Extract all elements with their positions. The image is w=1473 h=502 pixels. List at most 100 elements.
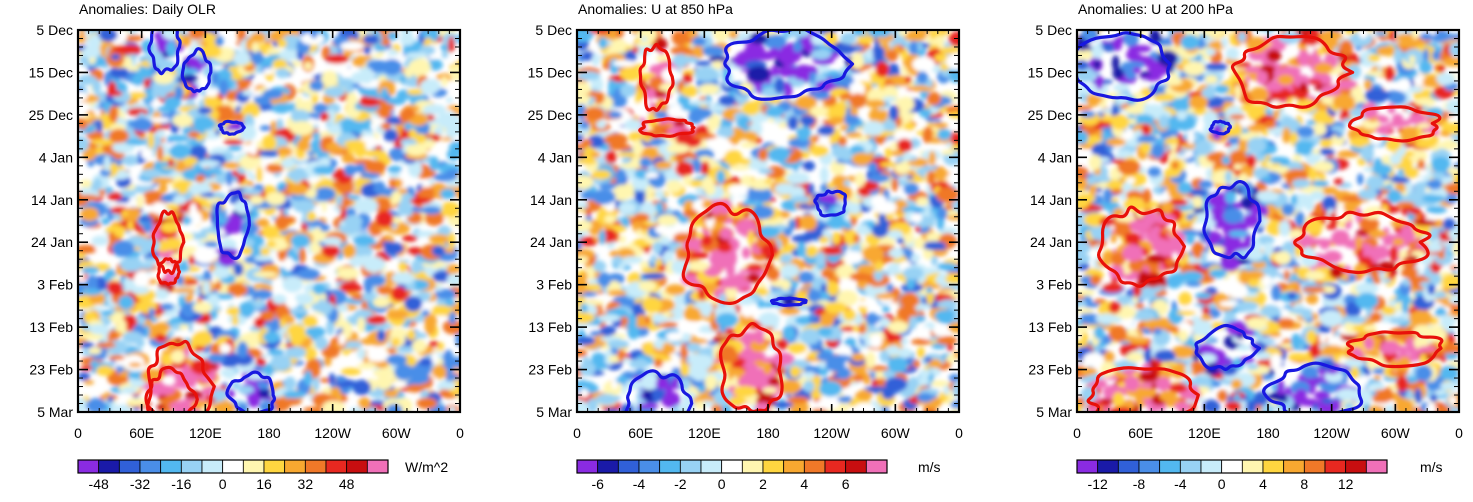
field-cell: [765, 179, 773, 184]
field-cell: [903, 152, 912, 162]
field-cell: [609, 111, 623, 119]
field-cell: [716, 170, 725, 184]
field-cell: [80, 179, 92, 188]
field-cell: [642, 273, 665, 280]
field-cell: [701, 161, 710, 175]
field-cell: [843, 310, 856, 321]
field-cell: [852, 153, 872, 166]
field-cell: [340, 282, 360, 293]
field-cell: [407, 330, 415, 341]
field-cell: [340, 42, 364, 51]
field-cell: [654, 190, 664, 198]
field-cell: [241, 189, 263, 195]
field-cell: [282, 276, 303, 292]
field-cell: [888, 75, 905, 81]
field-cell: [406, 206, 413, 217]
field-cell: [384, 390, 399, 398]
field-cell: [611, 375, 618, 389]
field-cell: [202, 168, 223, 175]
field-cell: [788, 116, 799, 130]
field-cell: [596, 394, 618, 405]
field-cell: [712, 256, 727, 263]
colorbar-label: -48: [89, 476, 109, 492]
field-cell: [743, 351, 766, 359]
field-cell: [828, 117, 845, 125]
field-cell: [341, 118, 354, 134]
field-cell: [109, 355, 125, 360]
field-cell: [805, 245, 817, 257]
y-tick-label: 5 Dec: [36, 22, 73, 38]
colorbar-swatch: [763, 460, 784, 473]
field-cell: [844, 115, 860, 126]
field-cell: [701, 235, 712, 247]
field-cell: [236, 79, 252, 87]
field-cell: [798, 271, 814, 283]
field-cell: [443, 350, 454, 366]
field-cell: [364, 160, 386, 173]
field-cell: [886, 50, 898, 62]
field-cell: [108, 232, 115, 242]
field-cell: [386, 354, 407, 365]
field-cell: [744, 362, 751, 368]
field-cell: [222, 162, 241, 169]
field-cell: [344, 341, 363, 349]
field-cell: [228, 145, 243, 151]
y-tick-label: 5 Dec: [535, 22, 572, 38]
field-cell: [262, 226, 279, 240]
field-cell: [168, 330, 175, 337]
field-cell: [650, 254, 656, 264]
field-cell: [448, 53, 456, 64]
field-cell: [129, 362, 142, 367]
field-cell: [891, 178, 898, 191]
field-cell: [882, 307, 890, 313]
field-cell: [142, 220, 153, 232]
field-cell: [773, 117, 784, 123]
field-cell: [774, 78, 785, 94]
field-cell: [384, 129, 399, 142]
field-cell: [866, 352, 876, 369]
colorbar-swatch: [119, 460, 140, 473]
field-cell: [691, 355, 713, 369]
field-cell: [872, 224, 889, 238]
field-cell: [929, 211, 935, 227]
field-cell: [440, 202, 460, 218]
field-cell: [811, 49, 831, 60]
field-cell: [584, 107, 605, 121]
field-cell: [72, 37, 87, 42]
field-cell: [81, 288, 102, 295]
colorbar-label: 32: [298, 476, 314, 492]
field-cell: [400, 34, 415, 46]
colorbar-swatch: [598, 460, 619, 473]
field-cell: [112, 240, 135, 256]
field-cell: [341, 368, 361, 376]
field-cell: [449, 311, 456, 324]
field-cell: [432, 365, 447, 379]
field-cell: [810, 145, 828, 156]
field-cell: [363, 257, 385, 273]
field-cell: [254, 255, 273, 261]
field-cell: [429, 341, 439, 348]
field-cell: [913, 360, 921, 368]
field-cell: [448, 232, 456, 249]
field-cell: [686, 343, 701, 353]
field-cell: [877, 37, 884, 43]
field-cell: [897, 96, 914, 112]
field-cell: [391, 191, 402, 203]
field-cell: [219, 79, 229, 96]
field-cell: [605, 215, 616, 224]
field-cell: [636, 314, 646, 324]
field-cell: [160, 397, 176, 403]
field-cell: [687, 261, 709, 271]
field-cell: [632, 47, 639, 53]
field-cell: [748, 230, 755, 245]
field-cell: [183, 157, 198, 165]
field-cell: [699, 84, 720, 95]
field-cell: [199, 160, 221, 166]
y-tick-label: 4 Jan: [538, 149, 572, 165]
field-cell: [373, 369, 393, 377]
x-tick-label: 0: [74, 425, 82, 441]
field-cell: [220, 344, 232, 354]
field-cell: [376, 211, 394, 228]
field-cell: [171, 324, 181, 330]
field-cell: [727, 368, 745, 377]
